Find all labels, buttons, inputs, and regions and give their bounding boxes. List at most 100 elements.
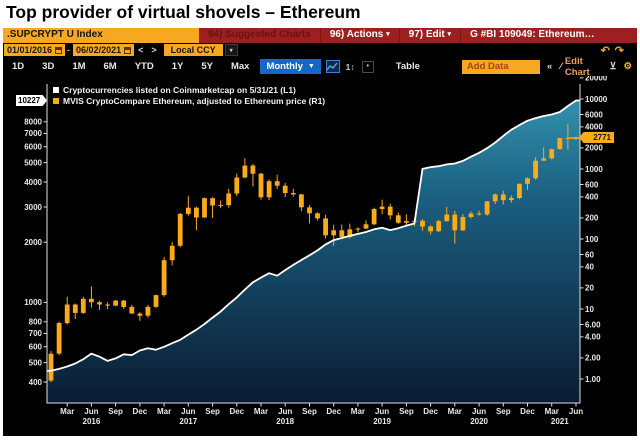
edit-chart-button[interactable]: Edit Chart bbox=[564, 55, 590, 78]
legend-item[interactable]: MVIS CryptoCompare Ethereum, adjusted to… bbox=[53, 95, 325, 106]
svg-text:3000: 3000 bbox=[24, 203, 42, 212]
period-button-1m[interactable]: 1M bbox=[72, 61, 86, 72]
svg-text:Mar: Mar bbox=[157, 407, 171, 416]
svg-text:Sep: Sep bbox=[496, 407, 511, 416]
export-icon[interactable]: ⊻ bbox=[609, 61, 617, 72]
undo-icon[interactable]: ↶ bbox=[600, 44, 615, 57]
period-button-ytd[interactable]: YTD bbox=[134, 61, 154, 72]
candlestick-series bbox=[48, 124, 584, 383]
more-options-icon[interactable]: • bbox=[361, 60, 374, 73]
chart-canvas[interactable]: 8000 7000 6000 5000 4000 3000 2000 1000 800 700 60… bbox=[3, 76, 637, 436]
svg-text:2000: 2000 bbox=[24, 238, 42, 247]
svg-text:1000: 1000 bbox=[585, 165, 603, 174]
svg-text:1.00: 1.00 bbox=[585, 375, 601, 384]
svg-text:Sep: Sep bbox=[399, 407, 414, 416]
actions-button[interactable]: 96) Actions ▾ bbox=[321, 28, 400, 43]
calendar-icon[interactable] bbox=[55, 46, 63, 54]
svg-text:500: 500 bbox=[29, 358, 43, 367]
axis-compare-icon[interactable]: 1↕ bbox=[345, 61, 355, 72]
pencil-icon[interactable]: ∕ bbox=[560, 61, 562, 72]
svg-text:Jun: Jun bbox=[472, 407, 486, 416]
line-chart-type-icon[interactable] bbox=[325, 60, 340, 73]
period-buttons: 1D 3D 1M 6M YTD 1Y 5Y Max bbox=[3, 61, 258, 72]
legend-item[interactable]: Cryptocurrencies listed on Coinmarketcap… bbox=[53, 84, 325, 95]
svg-text:2019: 2019 bbox=[373, 417, 391, 426]
add-data-input[interactable]: Add Data bbox=[461, 59, 540, 74]
area-fill bbox=[47, 100, 580, 403]
svg-text:Mar: Mar bbox=[545, 407, 559, 416]
currency-select[interactable]: Local CCY bbox=[163, 44, 223, 56]
chevron-left-icon[interactable]: < bbox=[138, 45, 144, 55]
chevron-right-icon[interactable]: > bbox=[151, 45, 157, 55]
date-from-input[interactable]: 01/01/2016 bbox=[4, 44, 66, 56]
svg-text:8000: 8000 bbox=[24, 118, 42, 127]
redo-icon[interactable]: ↷ bbox=[614, 44, 629, 57]
svg-text:600: 600 bbox=[29, 343, 43, 352]
svg-text:Mar: Mar bbox=[254, 407, 268, 416]
date-range-separator: - bbox=[67, 45, 71, 55]
calendar-icon[interactable] bbox=[124, 46, 132, 54]
settings-gear-icon[interactable]: ⚙ bbox=[623, 61, 632, 72]
svg-text:100: 100 bbox=[585, 235, 599, 244]
line-series bbox=[47, 99, 580, 372]
svg-text:Mar: Mar bbox=[60, 407, 74, 416]
svg-text:2020: 2020 bbox=[470, 417, 488, 426]
date-to-input[interactable]: 06/02/2021 bbox=[73, 44, 135, 56]
chart-legend: Cryptocurrencies listed on Coinmarketcap… bbox=[53, 84, 325, 106]
svg-text:2016: 2016 bbox=[83, 417, 101, 426]
period-button-max[interactable]: Max bbox=[230, 61, 250, 72]
period-button-1y[interactable]: 1Y bbox=[171, 61, 184, 72]
svg-text:1000: 1000 bbox=[24, 298, 42, 307]
svg-text:Dec: Dec bbox=[326, 407, 341, 416]
right-axis: 20000 10000 6000 4000 2000 1000 600 400 200 100 60… bbox=[580, 76, 608, 384]
svg-text:800: 800 bbox=[29, 318, 43, 327]
svg-text:Mar: Mar bbox=[351, 407, 365, 416]
svg-text:400: 400 bbox=[29, 378, 43, 387]
menu-bar: 94) Suggested Charts 96) Actions ▾ 97) E… bbox=[199, 28, 637, 43]
bloomberg-terminal: .SUPCRYPT U Index 94) Suggested Charts 9… bbox=[3, 28, 637, 436]
currency-dropdown-icon[interactable]: ▾ bbox=[224, 44, 238, 56]
chart-id-label[interactable]: G #BI 109049: Ethereum… bbox=[470, 29, 595, 40]
suggested-charts-button[interactable]: 94) Suggested Charts bbox=[199, 28, 321, 43]
svg-text:6.00: 6.00 bbox=[585, 320, 601, 329]
svg-text:Sep: Sep bbox=[302, 407, 317, 416]
svg-text:60: 60 bbox=[585, 250, 594, 259]
chart-area: 8000 7000 6000 5000 4000 3000 2000 1000 800 700 60… bbox=[3, 76, 637, 436]
collapse-icon[interactable]: « bbox=[546, 61, 553, 72]
svg-text:40: 40 bbox=[585, 263, 594, 272]
svg-text:Sep: Sep bbox=[108, 407, 123, 416]
security-ticker[interactable]: .SUPCRYPT U Index bbox=[3, 28, 199, 43]
svg-text:Dec: Dec bbox=[229, 407, 244, 416]
svg-text:400: 400 bbox=[585, 193, 599, 202]
svg-text:10: 10 bbox=[585, 305, 594, 314]
period-button-3d[interactable]: 3D bbox=[42, 61, 55, 72]
table-button[interactable]: Table bbox=[395, 61, 420, 72]
svg-text:600: 600 bbox=[585, 180, 599, 189]
svg-text:Dec: Dec bbox=[520, 407, 535, 416]
svg-text:20000: 20000 bbox=[585, 76, 608, 83]
legend-swatch bbox=[53, 86, 59, 93]
svg-text:2021: 2021 bbox=[551, 417, 569, 426]
svg-text:2000: 2000 bbox=[585, 144, 603, 153]
svg-text:4000: 4000 bbox=[585, 123, 603, 132]
range-toolbar: 01/01/2016 - 06/02/2021 < > Local CCY ▾ … bbox=[3, 43, 637, 57]
svg-text:4000: 4000 bbox=[24, 178, 42, 187]
period-button-6m[interactable]: 6M bbox=[103, 61, 117, 72]
function-toolbar: .SUPCRYPT U Index 94) Suggested Charts 9… bbox=[3, 28, 637, 43]
svg-text:Dec: Dec bbox=[423, 407, 438, 416]
frequency-select[interactable]: Monthly ▼ bbox=[260, 59, 321, 74]
edit-button[interactable]: 97) Edit ▾ bbox=[400, 28, 462, 43]
svg-text:Mar: Mar bbox=[448, 407, 462, 416]
svg-text:Sep: Sep bbox=[205, 407, 220, 416]
undo-redo-icons[interactable]: ↶↷ bbox=[601, 44, 629, 57]
chevron-down-icon: ▾ bbox=[386, 31, 390, 38]
svg-text:2017: 2017 bbox=[179, 417, 197, 426]
svg-text:6000: 6000 bbox=[24, 143, 42, 152]
svg-text:Jun: Jun bbox=[181, 407, 195, 416]
period-button-1d[interactable]: 1D bbox=[12, 61, 25, 72]
period-button-5y[interactable]: 5Y bbox=[201, 61, 213, 72]
chevron-down-icon: ▼ bbox=[307, 63, 315, 70]
last-value-badge-right: 2771 bbox=[579, 132, 614, 143]
legend-swatch bbox=[53, 97, 59, 104]
left-axis: 8000 7000 6000 5000 4000 3000 2000 1000 800 700 60… bbox=[24, 118, 47, 387]
